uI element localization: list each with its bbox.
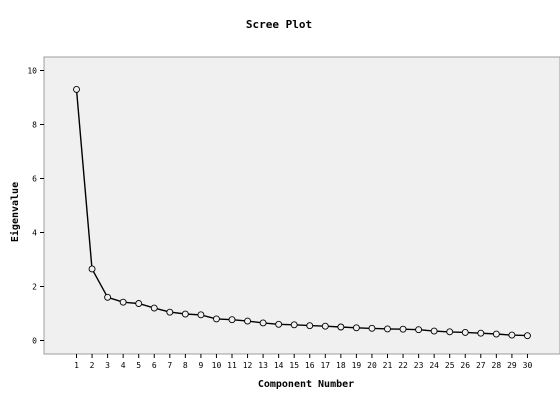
x-tick-label: 3 — [105, 361, 110, 370]
x-tick-label: 7 — [167, 361, 172, 370]
x-tick-label: 28 — [492, 361, 502, 370]
data-point — [73, 85, 80, 93]
x-tick-label: 2 — [90, 361, 95, 370]
x-axis: 1 2 3 4 5 6 7 8 9 10 11 12 13 14 15 16 17 18 19 20 21 22 23 24 2… — [74, 354, 532, 370]
data-point — [492, 330, 500, 338]
x-tick-label: 8 — [183, 361, 188, 370]
data-point — [228, 316, 236, 324]
x-tick-label: 22 — [398, 361, 408, 370]
data-point — [415, 326, 423, 334]
data-point — [461, 328, 469, 336]
data-point — [352, 324, 360, 332]
data-point — [399, 325, 407, 333]
data-point — [508, 331, 516, 339]
x-tick-label: 25 — [445, 361, 455, 370]
data-point — [166, 308, 174, 316]
data-point — [135, 300, 143, 307]
x-tick-label: 17 — [320, 361, 330, 370]
y-tick-label: 6 — [32, 175, 37, 184]
x-tick-label: 16 — [305, 361, 315, 370]
data-point — [384, 325, 391, 333]
series-group — [73, 85, 531, 340]
x-axis-label: Component Number — [258, 379, 354, 390]
x-tick-label: 4 — [121, 361, 126, 370]
data-point — [306, 322, 314, 330]
x-tick-label: 20 — [367, 361, 377, 370]
x-tick-label: 9 — [198, 361, 203, 370]
data-point — [197, 311, 205, 319]
data-point — [430, 327, 438, 335]
data-point — [368, 324, 376, 332]
x-tick-label: 6 — [152, 361, 157, 370]
data-point — [181, 310, 189, 318]
y-axis: 0 2 4 6 8 10 — [27, 67, 44, 346]
y-tick-label: 8 — [32, 121, 37, 130]
data-point — [275, 320, 283, 328]
data-point — [321, 322, 329, 330]
x-tick-label: 29 — [507, 361, 517, 370]
data-point — [150, 304, 158, 312]
x-tick-label: 30 — [523, 361, 533, 370]
x-tick-label: 26 — [460, 361, 470, 370]
data-point — [119, 298, 127, 306]
data-point — [88, 265, 96, 273]
data-point — [477, 329, 485, 337]
data-point — [446, 328, 454, 336]
data-point — [524, 332, 531, 340]
y-tick-label: 10 — [27, 67, 37, 76]
chart-title: Scree Plot — [246, 18, 312, 31]
x-tick-label: 23 — [414, 361, 424, 370]
x-tick-label: 1 — [74, 361, 79, 370]
y-tick-label: 0 — [32, 337, 37, 346]
data-point — [104, 293, 112, 301]
x-tick-label: 27 — [476, 361, 486, 370]
x-tick-label: 13 — [258, 361, 268, 370]
y-axis-label: Eigenvalue — [9, 182, 21, 242]
x-tick-label: 11 — [227, 361, 237, 370]
x-tick-label: 10 — [212, 361, 222, 370]
x-tick-label: 19 — [352, 361, 362, 370]
data-point — [290, 321, 298, 329]
x-tick-label: 24 — [429, 361, 439, 370]
y-tick-label: 2 — [32, 283, 37, 292]
x-tick-label: 21 — [383, 361, 393, 370]
y-tick-label: 4 — [32, 229, 37, 238]
data-point — [244, 317, 252, 325]
x-tick-label: 5 — [136, 361, 141, 370]
x-tick-label: 14 — [274, 361, 284, 370]
data-point — [259, 319, 267, 327]
plot-area — [43, 56, 560, 355]
data-point — [212, 315, 220, 323]
x-tick-label: 18 — [336, 361, 346, 370]
x-tick-label: 12 — [243, 361, 253, 370]
x-tick-label: 15 — [289, 361, 299, 370]
data-point — [337, 323, 345, 331]
